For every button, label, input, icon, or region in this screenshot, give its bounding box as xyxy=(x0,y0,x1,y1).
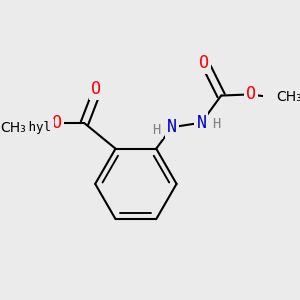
Text: N: N xyxy=(196,114,206,132)
Text: O: O xyxy=(199,54,209,72)
Text: N: N xyxy=(167,118,177,136)
Text: H: H xyxy=(212,117,221,131)
Text: O: O xyxy=(246,85,256,103)
Text: methyl: methyl xyxy=(7,121,52,134)
Text: CH₃: CH₃ xyxy=(1,121,26,135)
Text: H: H xyxy=(153,123,161,137)
Text: CH₃: CH₃ xyxy=(276,90,300,104)
Text: O: O xyxy=(52,114,62,132)
Text: O: O xyxy=(91,80,101,98)
